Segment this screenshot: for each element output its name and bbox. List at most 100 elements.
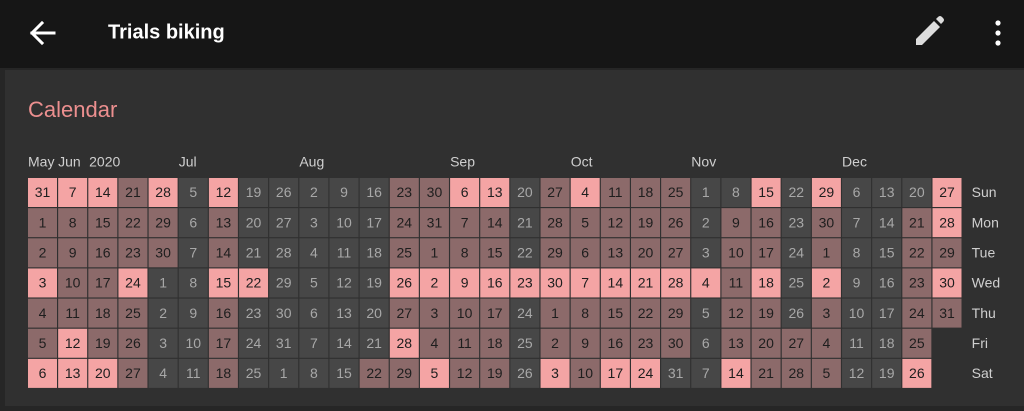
day-cell (299, 268, 329, 298)
day-number: 13 (487, 184, 503, 200)
day-number: 21 (638, 275, 654, 291)
day-cell (600, 208, 630, 238)
day-cell (329, 328, 359, 358)
day-cell (842, 268, 872, 298)
day-number: 4 (823, 335, 831, 351)
day-number: 9 (581, 335, 589, 351)
day-cell (781, 298, 811, 328)
day-cell (691, 358, 721, 388)
day-cell (570, 238, 600, 268)
day-number: 31 (939, 305, 955, 321)
day-number: 19 (487, 365, 503, 381)
day-cell (781, 178, 811, 207)
day-number: 3 (431, 305, 439, 321)
day-cell (178, 328, 208, 358)
day-cell (58, 178, 88, 207)
day-number: 8 (69, 214, 77, 230)
day-number: 20 (246, 214, 262, 230)
day-cell (419, 298, 449, 328)
day-cell (872, 208, 902, 238)
day-number: 18 (95, 305, 111, 321)
day-cell (419, 358, 449, 388)
day-cell (600, 328, 630, 358)
back-button[interactable] (29, 20, 56, 46)
day-number: 12 (728, 305, 744, 321)
day-cell (359, 178, 389, 207)
day-cell (359, 208, 389, 238)
day-number: 18 (879, 335, 895, 351)
day-number: 17 (608, 365, 624, 381)
day-number: 14 (95, 184, 111, 200)
day-cell (691, 208, 721, 238)
day-cell (28, 328, 57, 358)
day-cell (269, 178, 299, 207)
day-number: 18 (638, 184, 654, 200)
day-cell (872, 268, 902, 298)
day-number: 28 (276, 245, 292, 261)
day-cell (148, 268, 178, 298)
day-number: 13 (336, 305, 352, 321)
day-cell (751, 358, 781, 388)
day-cell (600, 358, 630, 388)
day-number: 6 (702, 335, 710, 351)
day-number: 29 (819, 184, 835, 200)
day-number: 23 (246, 305, 262, 321)
day-number: 2 (823, 275, 831, 291)
day-cell (208, 358, 238, 388)
day-cell (148, 178, 178, 207)
day-number: 26 (397, 275, 413, 291)
day-cell (631, 208, 660, 238)
day-cell (450, 178, 480, 207)
day-number: 6 (39, 365, 47, 381)
day-cell (88, 238, 118, 268)
day-number: 30 (155, 245, 171, 261)
month-label: Sep (450, 154, 475, 170)
day-number: 20 (366, 305, 382, 321)
day-number: 26 (788, 305, 804, 321)
day-number: 16 (879, 275, 895, 291)
day-number: 14 (216, 245, 232, 261)
day-cell (28, 178, 57, 207)
day-cell (208, 298, 238, 328)
day-cell (691, 178, 721, 207)
day-number: 11 (457, 335, 472, 351)
day-cell (118, 328, 148, 358)
day-number: 7 (461, 214, 469, 230)
day-cell (148, 238, 178, 268)
day-cell (299, 238, 329, 268)
day-number: 28 (397, 335, 413, 351)
edit-button[interactable] (916, 16, 944, 45)
day-number: 27 (397, 305, 413, 321)
more-button[interactable] (995, 20, 1001, 46)
day-cell (842, 358, 872, 388)
day-cell (28, 358, 57, 388)
day-number: 11 (849, 335, 864, 351)
day-number: 25 (788, 275, 804, 291)
day-cell (269, 298, 299, 328)
day-cell (691, 328, 721, 358)
day-number: 27 (788, 335, 804, 351)
day-cell (88, 208, 118, 238)
day-number: 20 (758, 335, 774, 351)
day-number: 4 (581, 184, 589, 200)
day-number: 2 (551, 335, 559, 351)
day-cell (58, 298, 88, 328)
day-cell (781, 328, 811, 358)
day-cell (510, 268, 540, 298)
day-cell (631, 268, 660, 298)
day-number: 16 (95, 245, 111, 261)
day-cell (389, 238, 419, 268)
day-cell (450, 328, 480, 358)
day-cell (661, 178, 691, 207)
day-number: 6 (461, 184, 469, 200)
day-cell (419, 238, 449, 268)
day-number: 10 (849, 305, 865, 321)
day-cell (811, 238, 841, 268)
day-number: 29 (668, 305, 684, 321)
day-cell (842, 238, 872, 268)
day-cell (359, 238, 389, 268)
day-cell (269, 208, 299, 238)
day-cell (208, 268, 238, 298)
day-number: 10 (65, 275, 81, 291)
day-cell (872, 238, 902, 268)
